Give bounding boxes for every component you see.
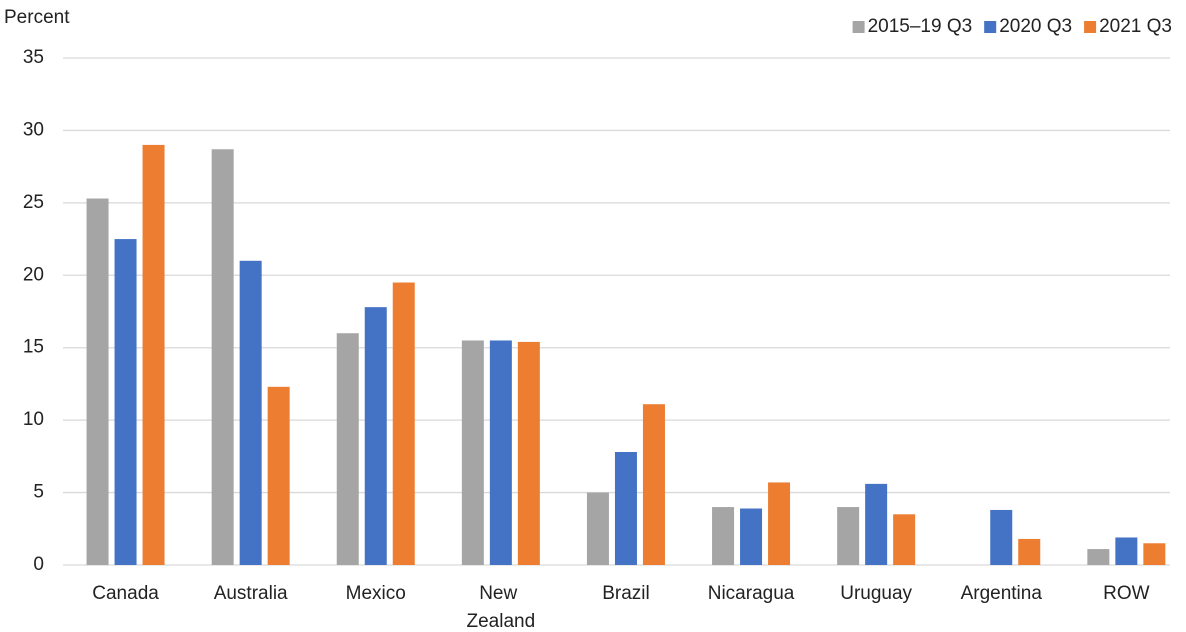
bar [517,341,540,565]
bar [1087,549,1110,565]
y-tick-label: 10 [23,409,44,430]
bar [114,239,137,566]
legend-label: 2021 Q3 [1099,16,1172,37]
x-tick-label: Canada [92,583,159,604]
y-axis-label: Percent [4,7,70,28]
bar [1143,543,1166,565]
bar [1018,538,1041,565]
y-tick-label: 25 [23,192,44,213]
bar [893,514,916,565]
bar [1115,537,1138,565]
y-tick-label: 5 [33,482,44,503]
x-tick-label: Nicaragua [708,583,795,604]
bar [86,198,109,566]
bar [712,507,735,565]
bar [364,307,387,565]
bar [990,509,1013,565]
x-tick-label: Argentina [961,583,1043,604]
y-tick-label: 30 [23,119,44,140]
x-tick-label: Brazil [602,583,650,604]
legend-swatch [1084,21,1097,33]
bar [267,386,290,565]
bar [211,149,234,565]
y-tick-label: 15 [23,337,44,358]
legend-label: 2015–19 Q3 [868,16,973,37]
bar [642,404,665,565]
legend-swatch [852,21,865,33]
legend-swatch [984,21,997,33]
y-tick-label: 35 [23,47,44,68]
bar [865,483,888,565]
x-tick-label: New Zealand [467,583,536,632]
legend-label: 2020 Q3 [999,16,1072,37]
y-tick-label: 20 [23,264,44,285]
bar [142,144,165,565]
bar [837,507,860,565]
x-tick-label: ROW [1103,583,1150,604]
bar [336,333,359,565]
bar [461,340,484,565]
bar [489,340,512,565]
bar [239,260,262,565]
bar [392,282,415,565]
bar [614,452,637,565]
bar [586,492,609,565]
x-tick-label: Uruguay [840,583,912,604]
x-tick-label: Mexico [346,583,406,604]
bar [740,508,763,565]
y-tick-label: 0 [33,554,44,575]
x-tick-label: Australia [214,583,288,604]
bar [768,482,791,565]
